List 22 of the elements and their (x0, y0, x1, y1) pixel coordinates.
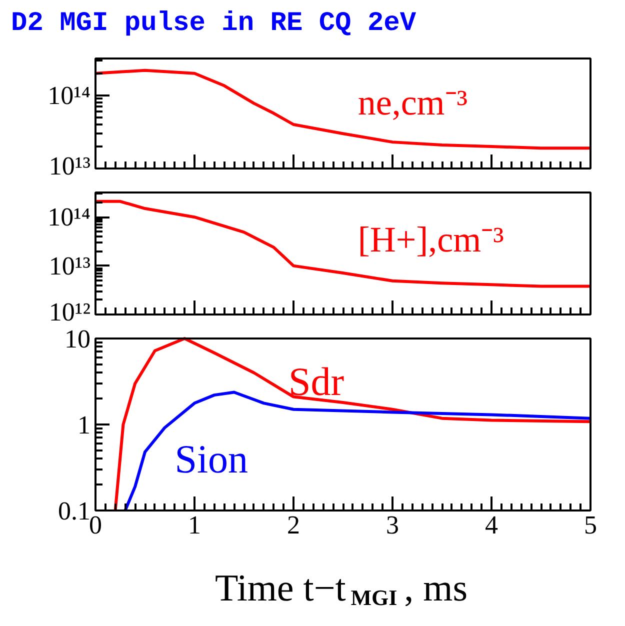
series-label: [H+],cm⁻³ (358, 220, 504, 260)
series-label: Sdr (288, 358, 344, 404)
series-label: ne,cm⁻³ (358, 82, 468, 122)
x-tick-label: 4 (485, 510, 498, 540)
line-series (94, 68, 592, 150)
x-tick-label: 2 (287, 510, 300, 540)
series-label: Sion (174, 436, 248, 482)
y-tick-label: 10¹² (48, 298, 91, 326)
y-tick-label: 0.1 (58, 496, 90, 526)
x-tick-label: 0 (89, 510, 102, 540)
y-tick-label: 10¹⁴ (48, 202, 90, 232)
y-tick-label: 10¹³ (48, 251, 91, 280)
y-tick-label: 10 (64, 324, 90, 354)
chart-title: D2 MGI pulse in RE CQ 2eV (11, 8, 416, 41)
y-tick-label: 10¹⁴ (48, 80, 90, 110)
x-tick-label: 5 (584, 510, 597, 540)
line-series (94, 200, 592, 288)
y-tick-label: 1 (78, 410, 90, 440)
line-series (114, 337, 592, 512)
y-tick-label: 10¹³ (48, 152, 91, 180)
x-tick-label: 1 (188, 510, 201, 540)
x-tick-label: 3 (386, 510, 399, 540)
